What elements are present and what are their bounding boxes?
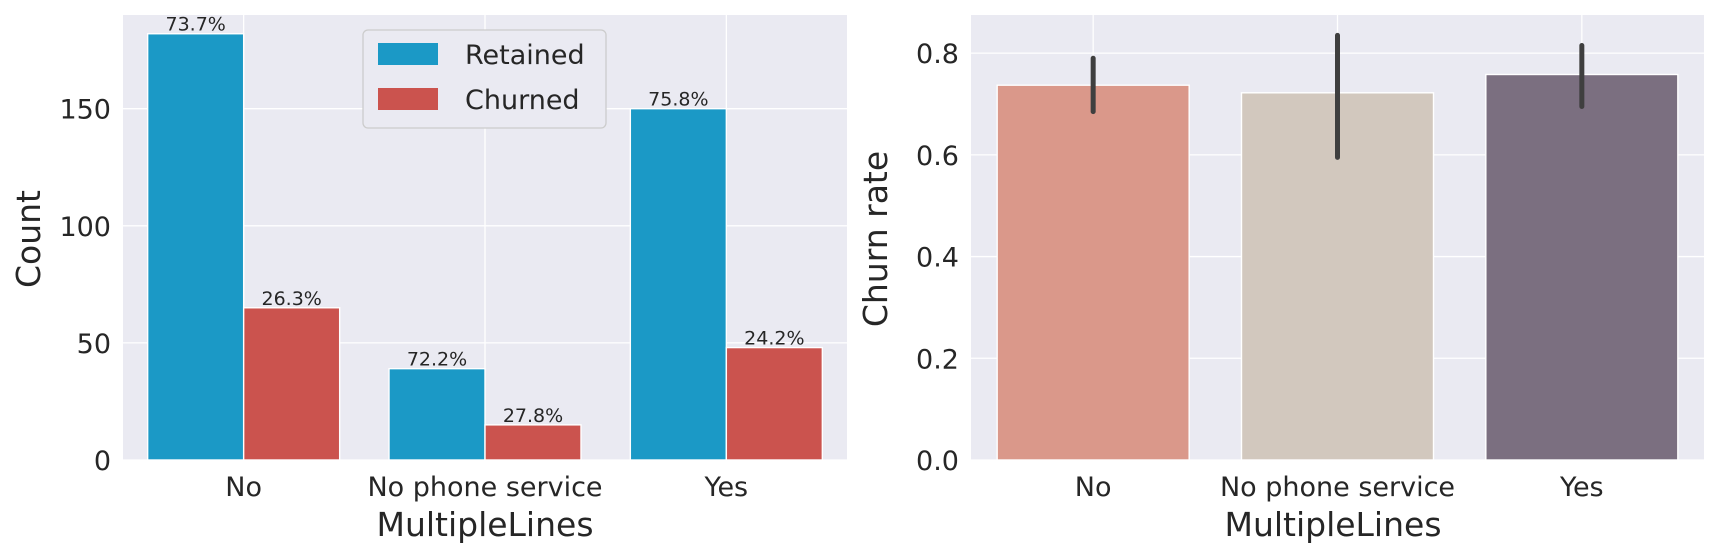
churn-rate-x-axis-title: MultipleLines <box>1224 505 1441 544</box>
legend-swatch-churned <box>378 88 438 110</box>
count-y-tick-label: 0 <box>94 446 111 477</box>
churn-rate-y-axis-title: Churn rate <box>856 151 895 327</box>
legend-swatch-retained <box>378 43 438 65</box>
churn-rate-bar-no <box>996 84 1190 461</box>
churn-rate-x-tick-label: No phone service <box>1220 472 1455 503</box>
churn-rate-y-tick-label: 0.0 <box>916 446 959 477</box>
legend-label-retained: Retained <box>465 40 585 71</box>
bar-churned-no <box>242 307 341 461</box>
legend: Retained Churned <box>362 29 607 129</box>
data-label-churned-yes: 24.2% <box>744 328 804 350</box>
count-y-axis-title: Count <box>9 190 48 288</box>
count-x-tick-label: No phone service <box>367 472 602 503</box>
churn-rate-y-tick-label: 0.2 <box>916 344 959 375</box>
count-y-tick-label: 150 <box>59 95 111 126</box>
bar-retained-no-phone-service <box>388 367 486 461</box>
churn-rate-y-tick-label: 0.8 <box>916 39 959 70</box>
data-label-churned-no: 26.3% <box>261 288 321 310</box>
data-label-churned-no-phone-service: 27.8% <box>503 405 563 427</box>
count-y-tick-label: 50 <box>77 329 111 360</box>
count-x-axis-title: MultipleLines <box>376 505 593 544</box>
data-label-retained-no: 73.7% <box>165 14 225 36</box>
churn-rate-x-tick-label: No <box>1075 472 1112 503</box>
count-chart: 73.7% 26.3% 72.2% 27.8% 75.8% 24.2% 0 50 100 150… <box>9 14 847 544</box>
legend-label-churned: Churned <box>465 85 580 116</box>
count-x-tick-label: No <box>225 472 262 503</box>
data-label-retained-no-phone-service: 72.2% <box>407 349 467 371</box>
churn-rate-bar-yes <box>1485 73 1679 461</box>
count-y-tick-label: 100 <box>59 212 111 243</box>
bar-churned-no-phone-service <box>484 424 582 461</box>
bar-retained-yes <box>629 107 728 461</box>
churn-rate-chart: 0.0 0.2 0.4 0.6 0.8 No No phone service Yes Ch… <box>856 15 1704 544</box>
churn-rate-y-tick-label: 0.4 <box>916 243 959 274</box>
bar-churned-yes <box>725 346 824 461</box>
churn-rate-x-tick-label: Yes <box>1559 472 1604 503</box>
data-label-retained-yes: 75.8% <box>648 89 708 111</box>
count-x-tick-label: Yes <box>704 472 749 503</box>
bar-retained-no <box>146 33 245 461</box>
churn-rate-y-tick-label: 0.6 <box>916 141 959 172</box>
